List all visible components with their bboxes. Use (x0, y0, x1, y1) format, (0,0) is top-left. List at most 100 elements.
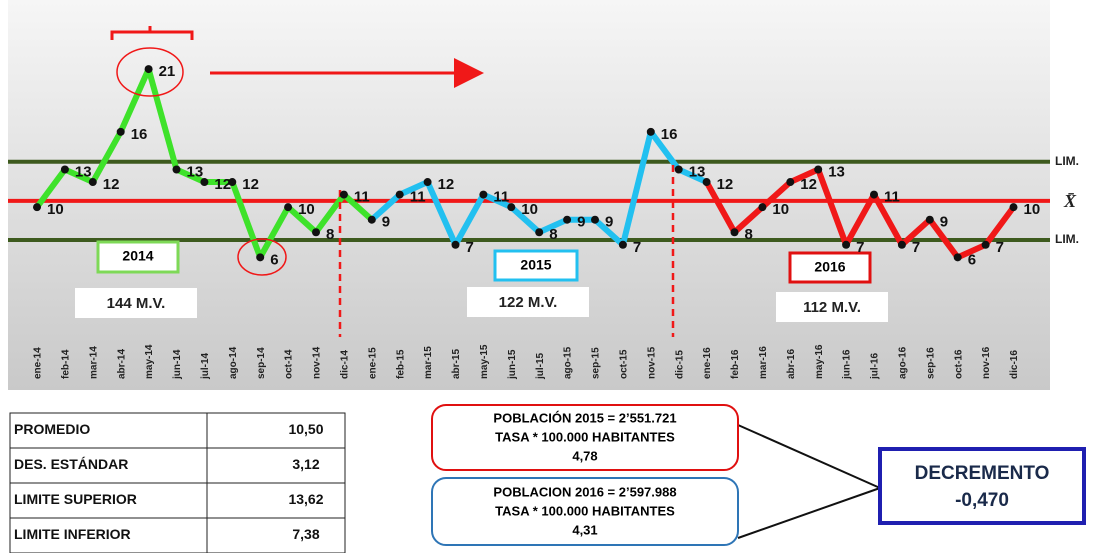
data-point (1009, 203, 1018, 212)
x-tick-label: ene-15 (367, 347, 378, 379)
table-cell: 13,62 (288, 491, 323, 507)
x-tick-label: dic-15 (674, 350, 685, 379)
data-point (786, 178, 795, 187)
table-cell: PROMEDIO (14, 421, 90, 437)
info-text: 4,78 (572, 448, 597, 463)
data-label: 8 (549, 226, 557, 243)
data-point (646, 127, 655, 136)
info-boxes: POBLACIÓN 2015 = 2’551.721 TASA * 100.00… (431, 404, 1086, 546)
data-label: 10 (47, 201, 64, 218)
data-label: 13 (187, 163, 204, 180)
data-label: 7 (633, 239, 641, 256)
highlight-circle (116, 47, 184, 97)
table-cell: LIMITE SUPERIOR (14, 491, 137, 507)
reference-label: X̄ (1063, 191, 1077, 211)
x-tick-label: jul-15 (535, 352, 546, 380)
data-point (423, 178, 432, 187)
x-tick-label: sep-15 (591, 347, 602, 379)
data-label: 11 (884, 189, 900, 206)
x-tick-label: feb-16 (730, 349, 741, 379)
data-point (674, 165, 683, 174)
data-label: 11 (410, 189, 426, 206)
x-tick-label: oct-14 (284, 349, 295, 379)
table-cell: DES. ESTÁNDAR (14, 456, 128, 472)
data-label: 12 (103, 176, 120, 193)
table-cell: 10,50 (288, 421, 323, 437)
x-tick-label: nov-14 (312, 346, 323, 379)
x-tick-label: nov-16 (981, 346, 992, 379)
x-tick-label: ene-14 (33, 347, 44, 379)
data-label: 10 (772, 201, 789, 218)
data-point (284, 203, 293, 212)
x-tick-label: jul-14 (200, 352, 211, 380)
data-point (507, 203, 516, 212)
data-point (339, 190, 348, 199)
table-cell: 3,12 (292, 456, 319, 472)
data-label: 9 (382, 214, 390, 231)
x-tick-label: may-14 (144, 344, 155, 379)
total-label: 122 M.V. (499, 294, 558, 311)
data-label: 6 (968, 251, 976, 268)
x-tick-label: oct-16 (953, 349, 964, 379)
reference-label: LIM. (1055, 232, 1079, 246)
data-label: 13 (689, 163, 706, 180)
data-point (367, 215, 376, 224)
x-tick-label: jun-16 (842, 349, 853, 380)
year-label: 2016 (814, 259, 845, 275)
series-connector (340, 191, 375, 223)
x-tick-label: ago-14 (228, 346, 239, 379)
data-point (312, 228, 320, 237)
data-point (144, 65, 153, 74)
x-tick-label: mar-16 (758, 346, 769, 379)
data-point (535, 228, 544, 237)
data-label: 11 (354, 189, 370, 206)
data-label: 10 (1024, 201, 1041, 218)
data-label: 7 (466, 239, 474, 256)
data-point (618, 240, 627, 249)
x-tick-label: sep-14 (256, 347, 267, 379)
series-line (34, 66, 347, 261)
data-point (200, 178, 209, 187)
data-label: 21 (159, 63, 176, 80)
info-box (431, 404, 739, 471)
data-label: 13 (828, 163, 845, 180)
data-label: 6 (270, 251, 278, 268)
info-box (431, 477, 739, 546)
data-label: 12 (438, 176, 455, 193)
x-tick-label: may-16 (814, 344, 825, 379)
x-tick-label: may-15 (479, 344, 490, 379)
series-line (703, 166, 1017, 261)
data-point (256, 253, 265, 262)
x-tick-label: sep-16 (925, 347, 936, 379)
series-connector (675, 166, 710, 186)
total-label: 112 M.V. (803, 299, 861, 316)
x-tick-label: jun-15 (507, 349, 518, 380)
year-box (493, 249, 579, 282)
x-tick-label: ene-16 (702, 347, 713, 379)
x-tick-label: oct-15 (619, 349, 630, 379)
data-label: 10 (298, 201, 315, 218)
data-point (870, 190, 878, 199)
decrement-value: -0,470 (955, 490, 1009, 511)
data-point (228, 178, 237, 187)
x-tick-label: mar-14 (88, 346, 99, 379)
data-point (897, 240, 906, 249)
total-label: 144 M.V. (107, 295, 166, 312)
total-box (467, 287, 589, 317)
info-text: TASA * 100.000 HABITANTES (495, 503, 675, 518)
table-cell: LIMITE INFERIOR (14, 526, 131, 542)
data-label: 8 (745, 226, 753, 243)
x-tick-label: abr-15 (451, 349, 462, 379)
x-tick-label: ago-16 (898, 346, 909, 379)
x-tick-label: abr-16 (786, 349, 797, 379)
data-label: 9 (605, 214, 613, 231)
x-tick-label: nov-15 (646, 346, 657, 379)
year-label: 2014 (122, 248, 153, 264)
data-label: 12 (717, 176, 734, 193)
x-tick-label: feb-14 (61, 349, 72, 379)
data-label: 7 (912, 239, 920, 256)
data-label: 10 (521, 201, 538, 218)
year-label: 2015 (520, 257, 551, 273)
info-text: 4,31 (572, 522, 597, 537)
